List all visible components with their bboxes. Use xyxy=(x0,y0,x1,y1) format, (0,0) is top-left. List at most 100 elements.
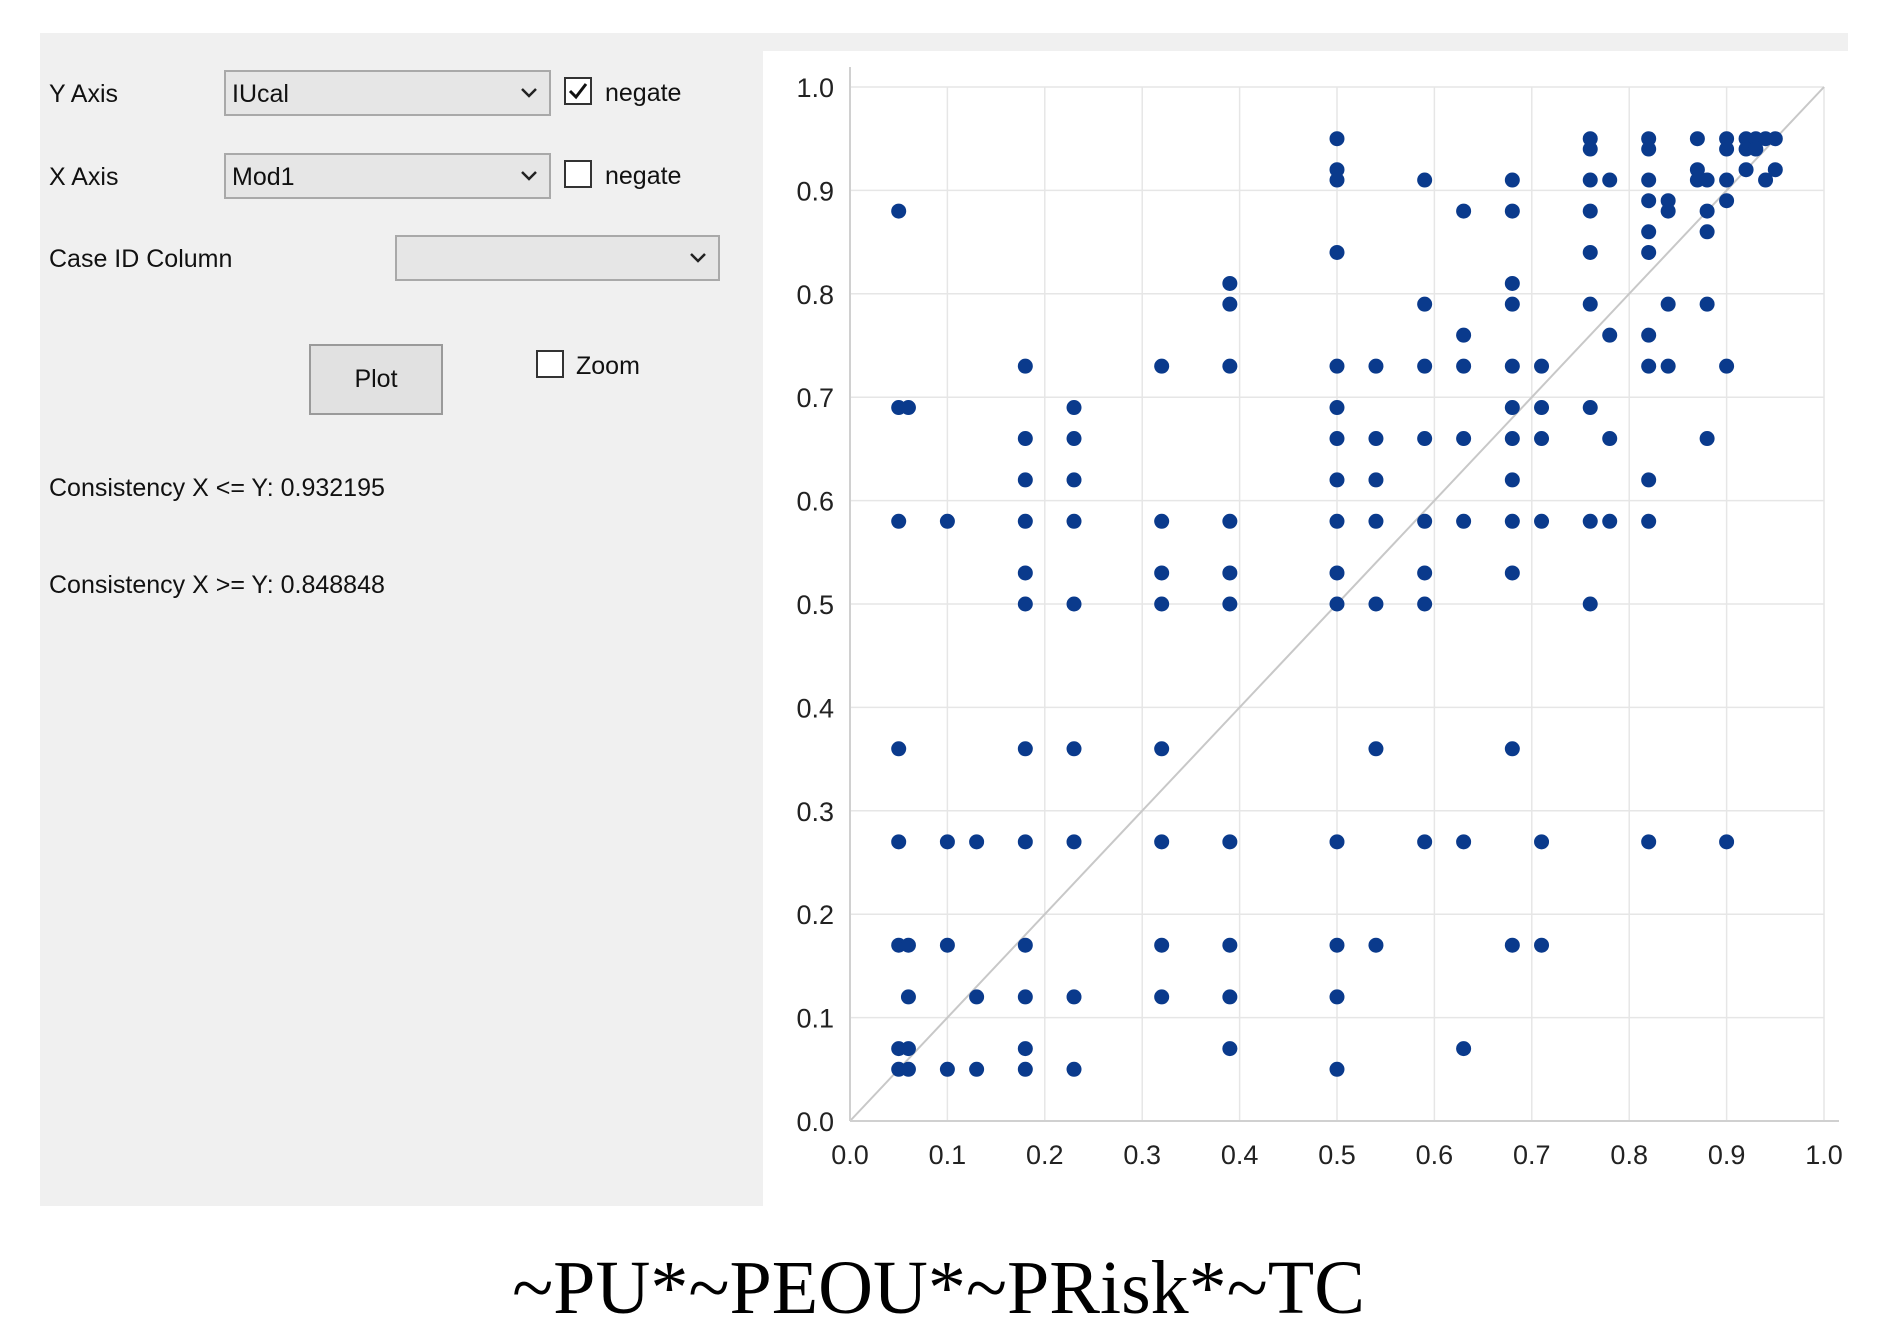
data-point xyxy=(969,989,985,1005)
app-window: Y Axis IUcal negate X Axis Mod1 negate C… xyxy=(40,33,1848,1206)
data-point xyxy=(1504,172,1520,188)
data-point xyxy=(1582,400,1598,416)
data-point xyxy=(1154,741,1170,757)
data-point xyxy=(1504,472,1520,488)
data-point xyxy=(1417,296,1433,312)
data-point xyxy=(1582,596,1598,612)
figure-caption: ~PU*~PEOU*~PRisk*~TC xyxy=(512,1246,1365,1330)
data-point xyxy=(1719,172,1735,188)
data-point xyxy=(1154,596,1170,612)
data-point xyxy=(1154,989,1170,1005)
y-tick-label: 0.8 xyxy=(796,280,834,310)
data-point xyxy=(969,834,985,850)
data-point xyxy=(1699,431,1715,447)
data-point xyxy=(1329,400,1345,416)
data-point xyxy=(1329,565,1345,581)
data-point xyxy=(1602,513,1618,529)
y-tick-label: 0.3 xyxy=(796,797,834,827)
data-point xyxy=(1456,358,1472,374)
data-point xyxy=(1534,834,1550,850)
data-point xyxy=(1368,596,1384,612)
data-point xyxy=(900,1041,916,1057)
y-axis-select-value: IUcal xyxy=(232,80,289,108)
data-point xyxy=(1660,193,1676,209)
data-point xyxy=(1719,131,1735,147)
chevron-down-icon xyxy=(521,171,537,181)
x-tick-label: 1.0 xyxy=(1805,1140,1843,1170)
data-point xyxy=(1641,327,1657,343)
plot-button[interactable]: Plot xyxy=(309,344,443,415)
data-point xyxy=(1641,193,1657,209)
data-point xyxy=(1329,596,1345,612)
data-point xyxy=(1641,141,1657,157)
data-point xyxy=(1017,358,1033,374)
data-point xyxy=(1417,834,1433,850)
data-point xyxy=(1066,989,1082,1005)
data-point xyxy=(1719,193,1735,209)
data-point xyxy=(1329,244,1345,260)
data-point xyxy=(1582,172,1598,188)
x-axis-negate-checkbox[interactable] xyxy=(564,160,592,188)
data-point xyxy=(1066,834,1082,850)
y-tick-label: 0.9 xyxy=(796,176,834,206)
zoom-checkbox[interactable] xyxy=(536,350,564,378)
x-axis-select[interactable]: Mod1 xyxy=(224,153,551,199)
data-point xyxy=(1017,513,1033,529)
zoom-label: Zoom xyxy=(576,352,640,380)
data-point xyxy=(1222,565,1238,581)
x-tick-label: 0.8 xyxy=(1610,1140,1648,1170)
data-point xyxy=(1504,296,1520,312)
y-axis-negate-checkbox[interactable] xyxy=(564,77,592,105)
data-point xyxy=(1329,131,1345,147)
plot-area[interactable]: 0.0 0.1 0.2 0.3 0.4 0.5 0.6 0.7 0.8 0.9 1.0 0.0 0.1 0… xyxy=(763,51,1848,1206)
data-point xyxy=(1329,513,1345,529)
data-point xyxy=(1456,513,1472,529)
data-point xyxy=(939,937,955,953)
data-point xyxy=(1222,834,1238,850)
data-point xyxy=(1641,513,1657,529)
data-point xyxy=(1066,596,1082,612)
data-points xyxy=(891,131,1783,1077)
data-point xyxy=(1534,358,1550,374)
data-point xyxy=(1699,203,1715,219)
data-point xyxy=(1017,596,1033,612)
y-tick-label: 0.7 xyxy=(796,383,834,413)
data-point xyxy=(1329,834,1345,850)
chevron-down-icon xyxy=(690,253,706,263)
data-point xyxy=(891,203,907,219)
data-point xyxy=(1758,172,1774,188)
data-point xyxy=(1329,1061,1345,1077)
data-point xyxy=(900,989,916,1005)
y-tick-label: 1.0 xyxy=(796,73,834,103)
data-point xyxy=(939,513,955,529)
data-point xyxy=(1719,141,1735,157)
data-point xyxy=(1641,172,1657,188)
data-point xyxy=(1582,203,1598,219)
y-tick-label: 0.6 xyxy=(796,487,834,517)
data-point xyxy=(891,513,907,529)
data-point xyxy=(1017,834,1033,850)
data-point xyxy=(1582,131,1598,147)
x-tick-label: 0.7 xyxy=(1513,1140,1551,1170)
data-point xyxy=(1719,358,1735,374)
data-point xyxy=(1641,244,1657,260)
data-point xyxy=(1641,834,1657,850)
data-point xyxy=(1504,513,1520,529)
data-point xyxy=(1329,937,1345,953)
data-point xyxy=(1602,172,1618,188)
data-point xyxy=(1641,358,1657,374)
chevron-down-icon xyxy=(521,88,537,98)
data-point xyxy=(1368,472,1384,488)
data-point xyxy=(1222,1041,1238,1057)
case-id-select[interactable] xyxy=(395,235,720,281)
data-point xyxy=(1417,565,1433,581)
x-tick-label: 0.6 xyxy=(1416,1140,1454,1170)
data-point xyxy=(1154,565,1170,581)
y-axis-select[interactable]: IUcal xyxy=(224,70,551,116)
data-point xyxy=(1738,162,1754,178)
x-tick-label: 0.9 xyxy=(1708,1140,1746,1170)
data-point xyxy=(1017,431,1033,447)
data-point xyxy=(1504,741,1520,757)
tick-labels: 0.0 0.1 0.2 0.3 0.4 0.5 0.6 0.7 0.8 0.9 1.0 0.0 0.1 0… xyxy=(796,73,1842,1170)
x-tick-label: 0.2 xyxy=(1026,1140,1064,1170)
